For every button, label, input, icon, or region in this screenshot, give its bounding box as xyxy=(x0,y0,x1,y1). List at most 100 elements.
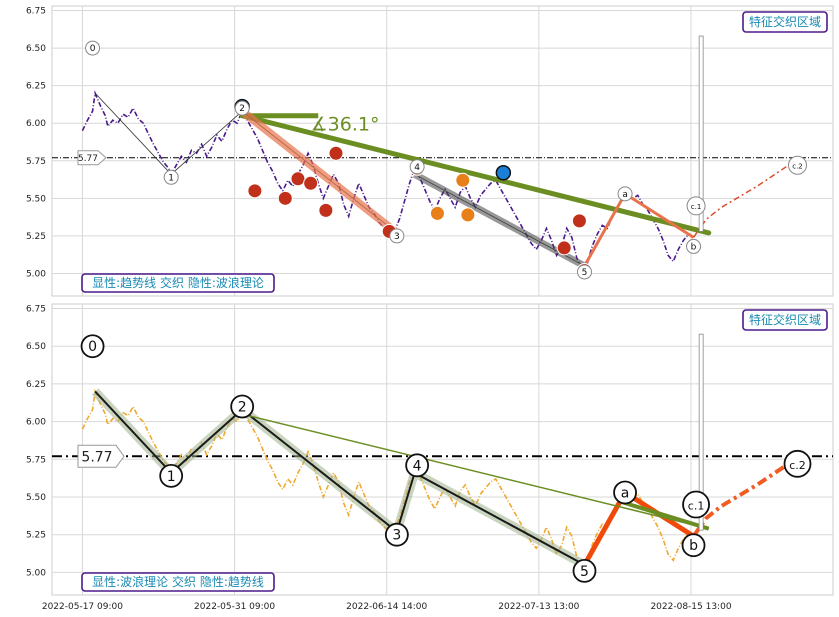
y-tick-label: 6.25 xyxy=(26,380,46,390)
wave-label-circle xyxy=(409,159,425,175)
wave-label-circle xyxy=(405,453,430,478)
wave-label-circle xyxy=(384,522,409,547)
y-tick-label: 5.75 xyxy=(26,157,46,167)
bottom-label: 显性:趋势线 交织 隐性:波浪理论 xyxy=(92,275,264,290)
wave-label: 1 xyxy=(167,469,176,485)
wave-label-circle xyxy=(577,264,592,280)
y-tick-label: 5.50 xyxy=(26,493,46,503)
y-tick-label: 5.00 xyxy=(26,269,46,279)
wave-label: b xyxy=(691,242,697,252)
y-tick-label: 5.00 xyxy=(26,568,46,578)
music-note-icon xyxy=(277,190,293,206)
wave-label-circle xyxy=(85,40,101,56)
x-tick-label: 2022-05-17 09:00 xyxy=(42,602,123,612)
bottom-label-box xyxy=(81,572,275,592)
wave-label-circle xyxy=(389,228,405,244)
wave-guide-line xyxy=(170,110,243,175)
wave-label: 0 xyxy=(90,44,96,54)
plot-frame xyxy=(51,303,834,596)
wave-guide-line xyxy=(94,92,172,175)
wave-label: c.1 xyxy=(688,500,705,513)
music-note-icon xyxy=(460,207,476,223)
trend-angle-label: ∡36.1° xyxy=(311,114,380,136)
music-note-icon xyxy=(455,172,471,188)
wave-label: 0 xyxy=(88,339,97,355)
music-note-icon xyxy=(290,171,306,187)
chart-panel-bottom: 6.75 6.50 6.25 6.00 5.75 5.50 5.25 5.00 5.77 0 1 2 3… xyxy=(26,303,834,596)
wave-label: 2 xyxy=(239,104,245,114)
music-note-icon xyxy=(247,183,263,199)
corner-label: 特征交织区域 xyxy=(749,14,821,29)
y-tick-label: 6.75 xyxy=(26,305,46,315)
x-tick-label: 2022-08-15 13:00 xyxy=(650,602,731,612)
y-tick-label: 5.75 xyxy=(26,455,46,465)
music-note-icon xyxy=(429,205,445,221)
wave-label: 3 xyxy=(394,232,400,242)
y-tick-label: 6.75 xyxy=(26,7,46,17)
hline-value-label: 5.77 xyxy=(81,449,112,465)
music-note-icon xyxy=(571,213,587,229)
y-tick-label: 6.00 xyxy=(26,119,46,129)
x-tick-label: 2022-05-31 09:00 xyxy=(194,602,275,612)
wave-label-circle xyxy=(682,490,710,519)
corner-label: 特征交织区域 xyxy=(749,312,821,327)
wave-label-circle xyxy=(572,558,597,583)
hline-value-tag xyxy=(77,150,107,166)
y-tick-label: 6.25 xyxy=(26,82,46,92)
primary-trendline xyxy=(239,113,712,236)
wave-label-circle xyxy=(783,449,812,478)
wave-label-circle xyxy=(163,169,179,185)
corner-label-box xyxy=(742,309,828,331)
x-tick-label: 2022-07-13 13:00 xyxy=(498,602,579,612)
y-tick-label: 6.00 xyxy=(26,418,46,428)
wave-label-circle xyxy=(613,480,637,505)
wave-label: b xyxy=(689,538,698,554)
music-note-icon xyxy=(303,175,319,191)
wave-label-circle xyxy=(234,100,250,116)
wave-label-circle xyxy=(681,533,706,558)
music-note-icon xyxy=(328,145,344,161)
wave-label-circle xyxy=(686,238,702,254)
pillar-marker xyxy=(698,333,704,531)
wave-label: 4 xyxy=(413,458,422,474)
wave-segment-3 xyxy=(239,108,400,237)
y-tick-label: 6.50 xyxy=(26,44,46,54)
y-tick-label: 5.25 xyxy=(26,232,46,242)
wave-label-circle xyxy=(230,394,255,419)
wave-label: 4 xyxy=(414,163,420,173)
chart-panel-top: 6.75 6.50 6.25 6.00 5.75 5.50 5.25 5.00 5.77 ∡36.… xyxy=(26,5,834,297)
wave-label: c.2 xyxy=(789,459,806,472)
hline-value-tag xyxy=(77,444,125,468)
bottom-label: 显性:波浪理论 交织 隐性:趋势线 xyxy=(92,574,264,589)
y-tick-label: 5.50 xyxy=(26,194,46,204)
y-tick-label: 6.50 xyxy=(26,342,46,352)
music-note-icon xyxy=(318,202,334,218)
wave-label-circle xyxy=(788,155,807,175)
wave-label: 2 xyxy=(238,400,247,416)
wave-label: 5 xyxy=(582,268,588,278)
wave-label-circle xyxy=(159,463,184,488)
wave-start-marker-icon xyxy=(495,165,512,181)
wave-segment-5 xyxy=(412,171,587,270)
secondary-trendline xyxy=(241,413,709,530)
x-tick-label: 2022-06-14 14:00 xyxy=(346,602,427,612)
wave-label-circle xyxy=(686,196,706,216)
corner-label-box xyxy=(742,11,828,33)
wave-label-circle xyxy=(80,334,105,359)
bottom-label-box xyxy=(81,273,275,293)
wave-label: 1 xyxy=(168,173,174,183)
wave-label: c.2 xyxy=(792,162,803,170)
wave-label: a xyxy=(621,485,630,501)
wave-label: a xyxy=(622,190,628,200)
wave-label-circle xyxy=(617,186,633,202)
music-note-icon xyxy=(556,240,572,256)
y-tick-label: 5.25 xyxy=(26,531,46,541)
wave-label: 5 xyxy=(580,564,589,580)
wave-impulse-line xyxy=(94,390,585,566)
plot-frame xyxy=(51,5,834,297)
wave-label: c.1 xyxy=(691,203,702,211)
wave-label: 3 xyxy=(392,528,401,544)
short-trendline xyxy=(619,499,710,531)
hline-value-label: 5.77 xyxy=(78,154,98,164)
